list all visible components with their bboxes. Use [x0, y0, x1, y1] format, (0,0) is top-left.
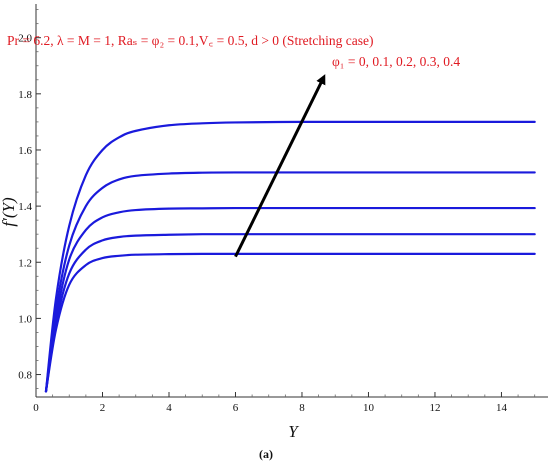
y-tick-label: 1.4 — [18, 201, 32, 213]
y-tick-label: 1.8 — [18, 89, 32, 101]
x-tick-label: 4 — [166, 402, 172, 414]
x-ticks: 0 2 4 6 8 10 12 14 — [33, 392, 536, 414]
x-tick-label: 10 — [363, 402, 375, 414]
y-tick-label: 1.0 — [18, 313, 32, 325]
y-ticks: 0.8 1.0 1.2 1.4 1.6 1.8 2.0 — [18, 9, 41, 389]
x-axis-title: Y — [288, 422, 299, 441]
x-tick-label: 6 — [233, 402, 239, 414]
series-group — [44, 120, 536, 393]
figure-caption: (a) — [259, 447, 273, 461]
series-line-2 — [44, 233, 536, 393]
x-tick-label: 14 — [496, 402, 508, 414]
series-line-4 — [44, 171, 536, 393]
y-axis-title: f′(Y) — [0, 197, 18, 227]
phi1-values-annotation: φ₁ = 0, 0.1, 0.2, 0.3, 0.4 — [332, 54, 460, 69]
axes — [35, 4, 548, 398]
parameter-increase-arrow — [234, 74, 326, 258]
y-tick-label: 1.2 — [18, 257, 32, 269]
series-line-3 — [44, 206, 536, 393]
x-tick-label: 8 — [299, 402, 305, 414]
x-tick-label: 12 — [429, 402, 440, 414]
y-tick-label: 2.0 — [18, 33, 32, 45]
parameters-annotation: Pr = 6.2, λ = M = 1, Raₛ = φ₂ = 0.1,V꜀ =… — [7, 33, 374, 48]
x-tick-label: 2 — [100, 402, 106, 414]
series-line-5 — [44, 120, 536, 393]
x-tick-label: 0 — [33, 402, 39, 414]
y-tick-label: 1.6 — [18, 145, 32, 157]
series-line-1 — [44, 252, 536, 393]
y-tick-label: 0.8 — [18, 370, 32, 382]
